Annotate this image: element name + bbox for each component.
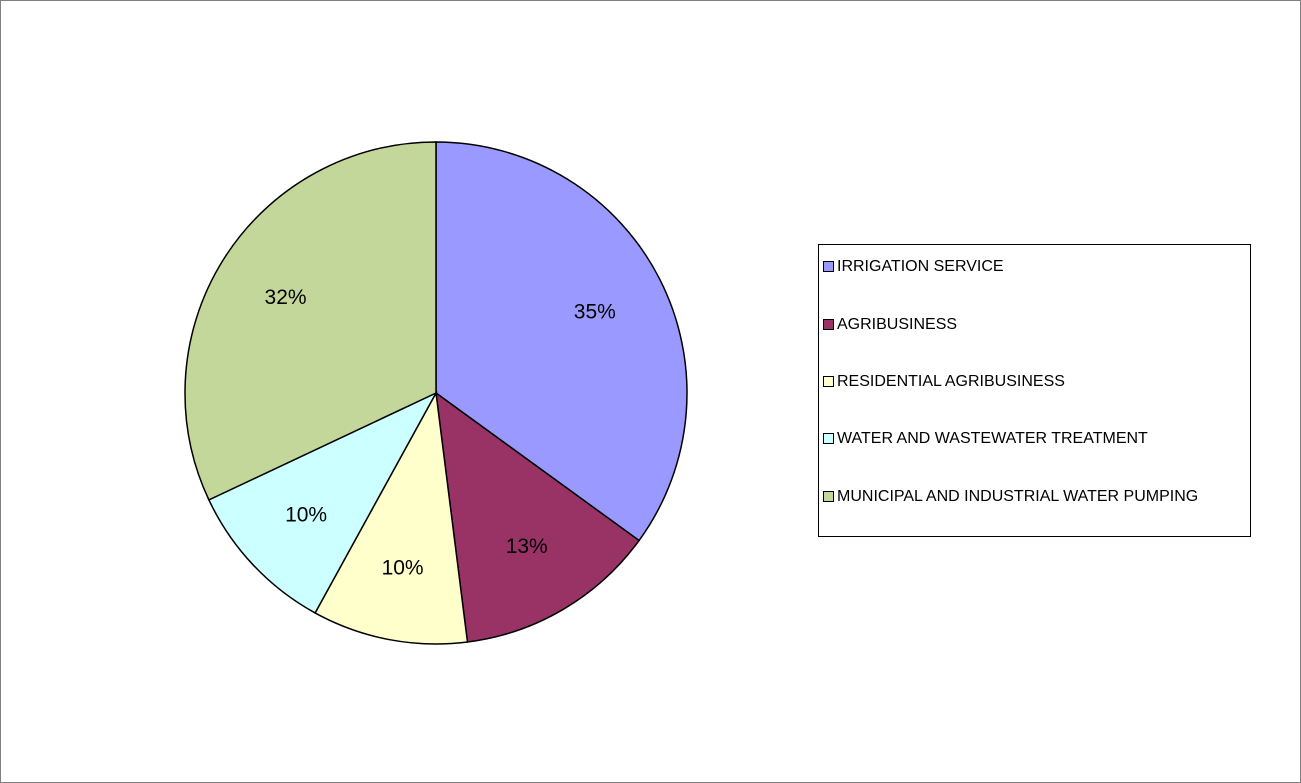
legend-label: AGRIBUSINESS [837,316,958,333]
legend-item-1: IRRIGATION SERVICE [823,257,1247,276]
legend-label: WATER AND WASTEWATER TREATMENT [837,430,1148,447]
legend: IRRIGATION SERVICE AGRIBUSINESS RESIDENTIA… [818,244,1251,537]
legend-item-3: RESIDENTIAL AGRIBUSINESS [823,372,1247,391]
slice-data-label-3: 10% [382,557,424,580]
pie-slice-3 [314,390,469,645]
legend-swatch [823,433,834,444]
legend-swatch [823,319,834,330]
legend-swatch [823,491,834,502]
legend-label: RESIDENTIAL AGRIBUSINESS [837,373,1065,390]
pie-slice-1 [435,141,688,542]
slice-data-label-4: 10% [285,503,327,526]
legend-label: MUNICIPAL AND INDUSTRIAL WATER PUMPING [837,488,1199,505]
legend-swatch [823,261,834,272]
slice-data-label-2: 13% [506,535,548,558]
pie-slice-4 [207,391,438,614]
legend-label: IRRIGATION SERVICE [837,258,1004,275]
slice-data-label-5: 32% [265,286,307,309]
legend-item-2: AGRIBUSINESS [823,315,1247,334]
legend-swatch [823,376,834,387]
pie-slice-5 [184,141,437,501]
pie-slice-2 [435,391,641,643]
slice-data-label-1: 35% [574,301,616,324]
legend-item-5: MUNICIPAL AND INDUSTRIAL WATER PUMPING [823,487,1247,506]
legend-item-4: WATER AND WASTEWATER TREATMENT [823,429,1247,448]
